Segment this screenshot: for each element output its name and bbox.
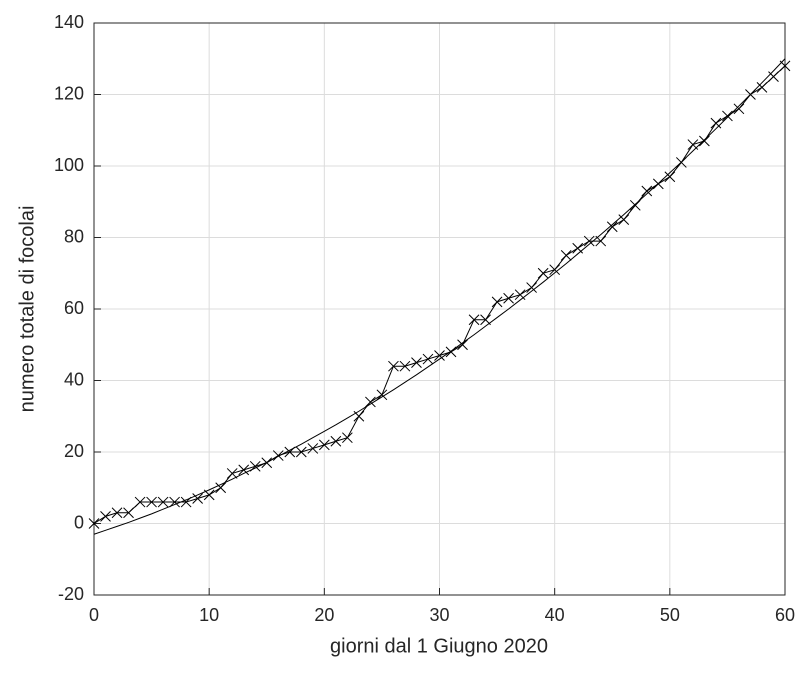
x-axis-label: giorni dal 1 Giugno 2020 [330,635,548,657]
data-marker [388,360,399,372]
series-line [93,58,786,535]
x-tick-label: 0 [89,605,99,625]
data-marker [238,464,250,476]
y-tick-label: 100 [54,155,84,175]
data-marker [215,482,227,494]
data-marker [756,81,768,93]
data-marker [560,250,572,261]
data-marker [111,507,123,519]
data-marker [514,289,526,301]
data-marker [307,443,319,454]
data-marker [537,267,549,279]
data-marker [100,510,111,522]
data-marker [157,496,169,508]
data-marker [376,389,388,401]
data-marker [503,292,514,304]
data-marker [583,235,595,247]
data-marker [549,264,561,276]
data-marker [318,439,330,451]
y-tick-label: 120 [54,83,84,103]
x-tick-label: 60 [775,605,795,625]
y-tick-label: 20 [64,441,84,461]
data-marker [629,199,641,211]
data-marker [733,103,745,115]
y-tick-label: 80 [64,226,84,246]
data-marker [641,185,653,197]
data-marker [123,507,134,519]
data-marker [146,496,157,508]
y-tick-label: -20 [58,584,84,604]
data-marker [330,435,342,447]
y-tick-label: 0 [74,512,84,532]
data-marker [226,468,238,479]
data-marker [664,171,676,183]
y-tick-label: 40 [64,369,84,389]
x-tick-label: 30 [429,605,449,625]
x-tick-label: 20 [314,605,334,625]
data-marker [468,314,480,326]
data-marker [411,357,422,368]
data-marker [618,214,630,225]
data-marker [272,450,284,461]
y-axis-label: numero totale di focolai [16,206,38,413]
data-marker [491,296,503,308]
data-marker [134,496,146,508]
x-tick-label: 40 [545,605,565,625]
data-marker [457,339,468,351]
data-marker [722,110,733,122]
data-marker [699,135,710,147]
data-marker [295,446,307,458]
y-tick-label: 60 [64,298,84,318]
data-marker [710,117,722,129]
data-marker [572,242,584,254]
data-marker [88,518,100,529]
x-tick-label: 10 [199,605,219,625]
data-marker [768,71,779,82]
data-marker [342,432,353,444]
data-marker [434,350,445,361]
data-marker [192,493,204,504]
plot-frame [93,22,786,596]
data-marker [606,221,618,233]
data-marker [526,282,537,293]
data-marker [365,396,376,408]
y-tick-label: 140 [54,12,84,32]
data-marker [422,353,434,365]
x-tick-label: 50 [660,605,680,625]
data-marker [399,360,411,372]
